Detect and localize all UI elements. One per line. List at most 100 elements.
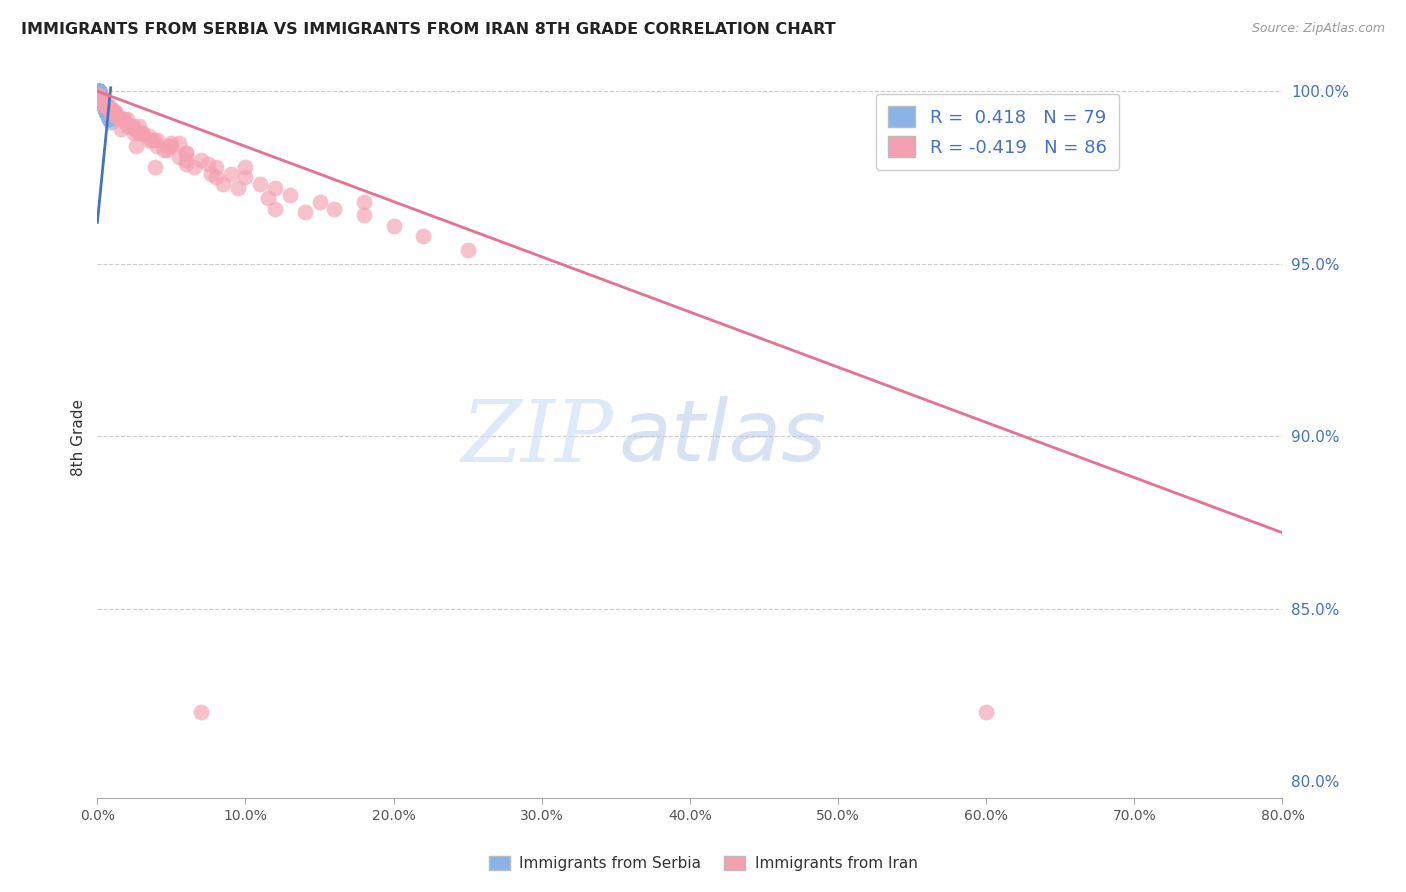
Point: [90, 95, 112, 109]
Point: [87, 91, 110, 105]
Point: [91, 95, 114, 109]
Point: [91, 98, 114, 112]
Point: [89, 91, 111, 105]
Point: [91, 98, 114, 112]
Point: [94, 102, 117, 116]
Point: [200, 167, 222, 181]
Point: [103, 104, 125, 119]
Point: [138, 129, 160, 144]
Legend: R =  0.418   N = 79, R = -0.419   N = 86: R = 0.418 N = 79, R = -0.419 N = 86: [876, 94, 1119, 169]
Point: [91, 98, 114, 112]
Point: [153, 143, 176, 157]
Point: [138, 132, 160, 146]
Point: [100, 115, 122, 129]
Point: [91, 98, 114, 112]
Point: [96, 104, 118, 119]
Point: [90, 95, 112, 109]
Point: [91, 98, 114, 112]
Point: [167, 150, 190, 164]
Point: [183, 160, 205, 174]
Point: [104, 104, 127, 119]
Point: [125, 139, 148, 153]
Point: [89, 87, 111, 102]
Point: [974, 705, 997, 719]
Point: [94, 102, 117, 116]
Point: [143, 160, 166, 174]
Point: [174, 146, 197, 161]
Point: [89, 87, 111, 102]
Point: [91, 98, 114, 112]
Point: [98, 102, 121, 116]
Point: [167, 136, 190, 150]
Point: [94, 102, 117, 116]
Point: [115, 112, 138, 126]
Point: [87, 84, 110, 98]
Point: [353, 194, 375, 209]
Point: [87, 84, 110, 98]
Point: [157, 139, 180, 153]
Point: [97, 108, 120, 122]
Point: [90, 95, 112, 109]
Point: [87, 84, 110, 98]
Point: [124, 122, 146, 136]
Point: [90, 95, 112, 109]
Point: [308, 194, 330, 209]
Point: [89, 91, 111, 105]
Point: [94, 102, 117, 116]
Point: [89, 87, 111, 102]
Point: [97, 108, 120, 122]
Point: [235, 170, 257, 185]
Point: [190, 705, 212, 719]
Point: [108, 112, 131, 126]
Point: [212, 178, 235, 192]
Point: [205, 170, 228, 185]
Point: [94, 98, 117, 112]
Point: [89, 91, 111, 105]
Point: [91, 98, 114, 112]
Point: [94, 102, 117, 116]
Point: [90, 95, 112, 109]
Point: [190, 153, 212, 168]
Point: [87, 87, 110, 102]
Point: [139, 132, 162, 146]
Point: [89, 91, 111, 105]
Point: [131, 126, 153, 140]
Point: [98, 112, 121, 126]
Point: [94, 102, 117, 116]
Point: [94, 102, 117, 116]
Point: [90, 95, 112, 109]
Point: [87, 84, 110, 98]
Point: [90, 95, 112, 109]
Point: [87, 84, 110, 98]
Point: [90, 95, 112, 109]
Point: [197, 156, 219, 170]
Point: [382, 219, 405, 233]
Point: [174, 146, 197, 161]
Point: [264, 181, 287, 195]
Point: [323, 202, 346, 216]
Point: [101, 104, 124, 119]
Point: [90, 95, 112, 109]
Y-axis label: 8th Grade: 8th Grade: [72, 400, 86, 476]
Point: [90, 95, 112, 109]
Point: [87, 84, 110, 98]
Point: [87, 84, 110, 98]
Point: [235, 160, 257, 174]
Point: [90, 95, 112, 109]
Point: [96, 104, 118, 119]
Point: [89, 91, 111, 105]
Point: [124, 122, 146, 136]
Point: [256, 191, 278, 205]
Point: [353, 208, 375, 222]
Point: [96, 104, 118, 119]
Point: [128, 126, 150, 140]
Point: [91, 98, 114, 112]
Point: [156, 143, 179, 157]
Point: [96, 98, 118, 112]
Point: [264, 202, 287, 216]
Point: [89, 87, 111, 102]
Point: [104, 104, 127, 119]
Point: [90, 95, 112, 109]
Point: [174, 156, 197, 170]
Point: [89, 87, 111, 102]
